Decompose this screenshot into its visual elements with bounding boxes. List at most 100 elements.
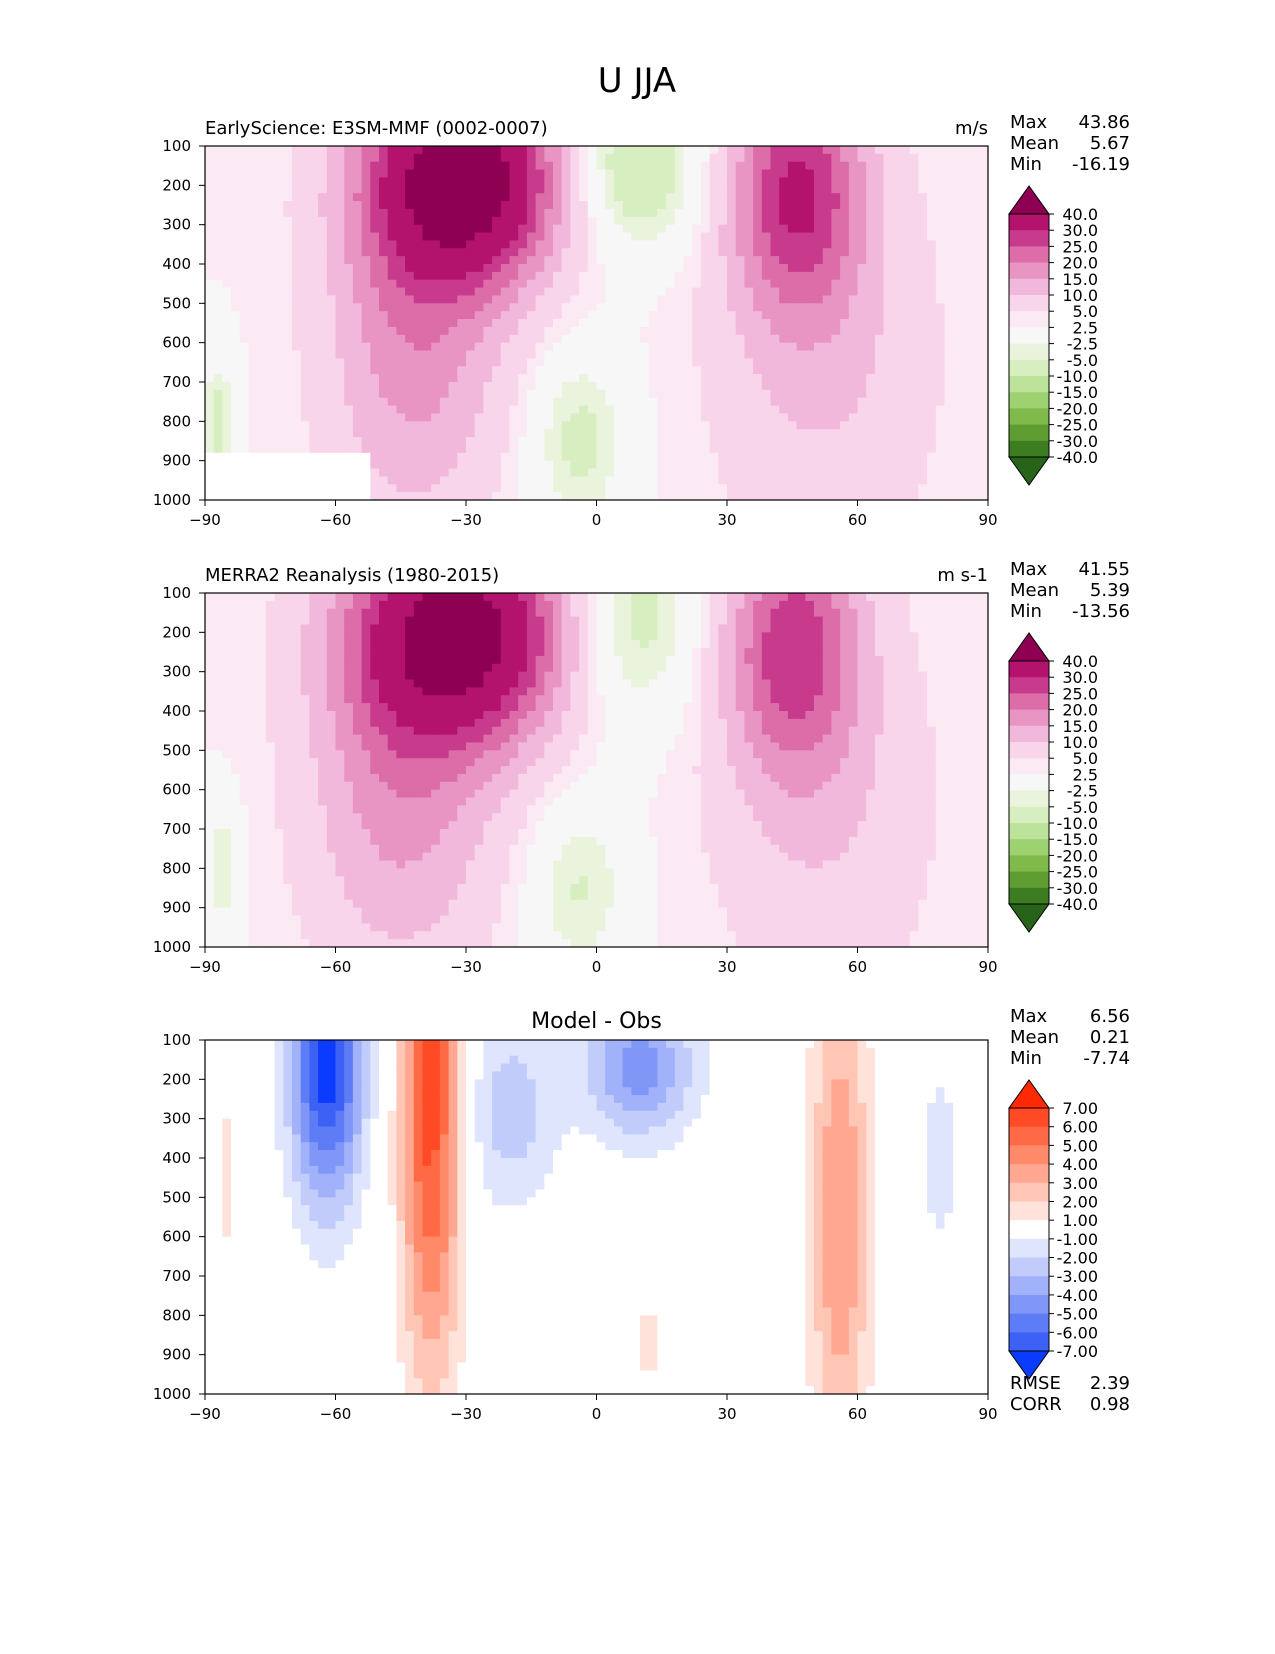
field-cell [405, 295, 414, 303]
field-cell [858, 351, 867, 359]
field-cell [744, 374, 753, 382]
field-cell [718, 640, 727, 648]
field-cell [901, 601, 910, 609]
field-cell [953, 413, 962, 421]
field-cell [762, 406, 771, 414]
field-cell [579, 648, 588, 656]
field-cell [631, 624, 640, 632]
field-cell [283, 640, 292, 648]
field-cell [823, 429, 832, 437]
field-cell [327, 327, 336, 335]
field-cell [240, 256, 249, 264]
field-cell [275, 476, 284, 484]
field-cell [727, 421, 736, 429]
field-cell [823, 170, 832, 178]
field-cell [414, 445, 423, 453]
field-cell [562, 146, 571, 154]
field-cell [910, 335, 919, 343]
field-cell [309, 617, 318, 625]
field-cell [205, 484, 214, 492]
field-cell [858, 492, 867, 500]
field-cell [475, 390, 484, 398]
field-cell [205, 413, 214, 421]
field-cell [579, 640, 588, 648]
field-cell [205, 170, 214, 178]
field-cell [823, 335, 832, 343]
field-cell [318, 469, 327, 477]
field-cell [431, 335, 440, 343]
field-cell [266, 484, 275, 492]
field-cell [222, 225, 231, 233]
field-cell [884, 640, 893, 648]
field-cell [544, 656, 553, 664]
field-cell [510, 303, 519, 311]
field-cell [562, 484, 571, 492]
field-cell [205, 233, 214, 241]
field-cell [675, 358, 684, 366]
field-cell [483, 288, 492, 296]
field-cell [614, 429, 623, 437]
field-cell [892, 295, 901, 303]
field-cell [501, 390, 510, 398]
field-cell [301, 492, 310, 500]
field-cell [275, 177, 284, 185]
field-cell [562, 256, 571, 264]
field-cell [675, 280, 684, 288]
field-cell [396, 601, 405, 609]
field-cell [379, 185, 388, 193]
field-cell [945, 146, 954, 154]
field-cell [840, 193, 849, 201]
field-cell [222, 413, 231, 421]
field-cell [814, 280, 823, 288]
field-cell [866, 374, 875, 382]
field-cell [736, 319, 745, 327]
field-cell [971, 288, 980, 296]
field-cell [866, 648, 875, 656]
field-cell [718, 201, 727, 209]
field-cell [901, 406, 910, 414]
field-cell [449, 295, 458, 303]
field-cell [353, 303, 362, 311]
field-cell [858, 609, 867, 617]
field-cell [666, 311, 675, 319]
field-cell [483, 319, 492, 327]
field-cell [779, 256, 788, 264]
field-cell [553, 288, 562, 296]
field-cell [414, 390, 423, 398]
field-cell [831, 303, 840, 311]
field-cell [283, 624, 292, 632]
field-cell [518, 601, 527, 609]
field-cell [536, 366, 545, 374]
field-cell [927, 461, 936, 469]
field-cell [449, 303, 458, 311]
field-cell [205, 185, 214, 193]
field-cell [275, 311, 284, 319]
field-cell [657, 217, 666, 225]
field-cell [475, 335, 484, 343]
field-cell [336, 288, 345, 296]
field-cell [684, 154, 693, 162]
field-cell [605, 327, 614, 335]
field-cell [736, 193, 745, 201]
field-cell [457, 382, 466, 390]
field-cell [353, 366, 362, 374]
field-cell [779, 593, 788, 601]
field-cell [240, 193, 249, 201]
field-cell [849, 484, 858, 492]
field-cell [249, 429, 258, 437]
field-cell [344, 382, 353, 390]
field-cell [292, 453, 301, 461]
field-cell [414, 233, 423, 241]
field-cell [414, 406, 423, 414]
field-cell [396, 609, 405, 617]
field-cell [953, 240, 962, 248]
field-cell [701, 146, 710, 154]
field-cell [953, 272, 962, 280]
field-cell [840, 429, 849, 437]
field-cell [222, 390, 231, 398]
field-cell [979, 193, 988, 201]
field-cell [953, 492, 962, 500]
field-cell [318, 209, 327, 217]
field-cell [849, 398, 858, 406]
field-cell [527, 295, 536, 303]
